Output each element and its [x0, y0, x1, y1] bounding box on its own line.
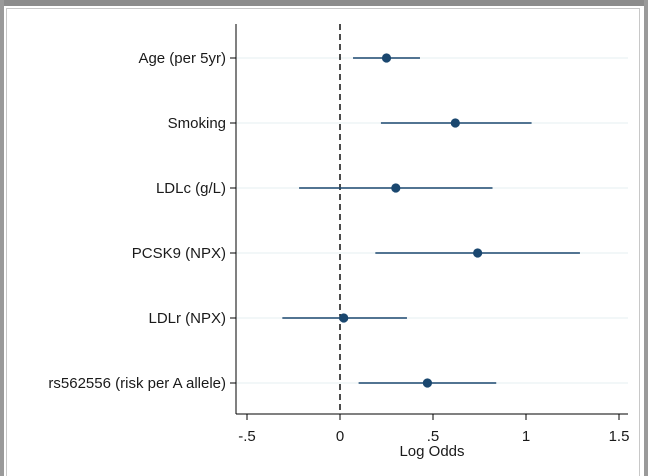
y-tick-label: LDLr (NPX) [148, 310, 226, 327]
frame-top-border [0, 0, 648, 6]
x-tick-label: 1.5 [609, 428, 630, 445]
y-tick-label: rs562556 (risk per A allele) [48, 375, 226, 392]
frame-right-border [644, 0, 648, 476]
x-tick-label: -.5 [238, 428, 256, 445]
y-tick-label: Age (per 5yr) [138, 50, 226, 67]
point-estimate [391, 183, 401, 193]
y-tick-label: Smoking [168, 115, 226, 132]
marks [282, 53, 580, 388]
point-estimate [381, 53, 392, 63]
point-estimate [450, 118, 460, 128]
plot-background [6, 8, 640, 476]
gridlines [236, 57, 628, 384]
point-estimate [339, 313, 349, 323]
y-tick-labels: Age (per 5yr) Smoking LDLc (g/L) PCSK9 (NPX… [48, 50, 226, 392]
x-tick-label: 1 [522, 428, 530, 445]
x-tick-label: 0 [336, 428, 344, 445]
frame-left-border [0, 0, 4, 476]
y-tick-label: PCSK9 (NPX) [132, 245, 226, 262]
x-tick-labels: -.5 0 .5 1 1.5 [238, 428, 629, 445]
axes [230, 24, 628, 420]
y-tick-label: LDLc (g/L) [156, 180, 226, 197]
x-axis-title: Log Odds [399, 443, 464, 460]
point-estimate [422, 378, 433, 388]
point-estimate [473, 248, 483, 258]
x-tick-label: .5 [427, 428, 440, 445]
